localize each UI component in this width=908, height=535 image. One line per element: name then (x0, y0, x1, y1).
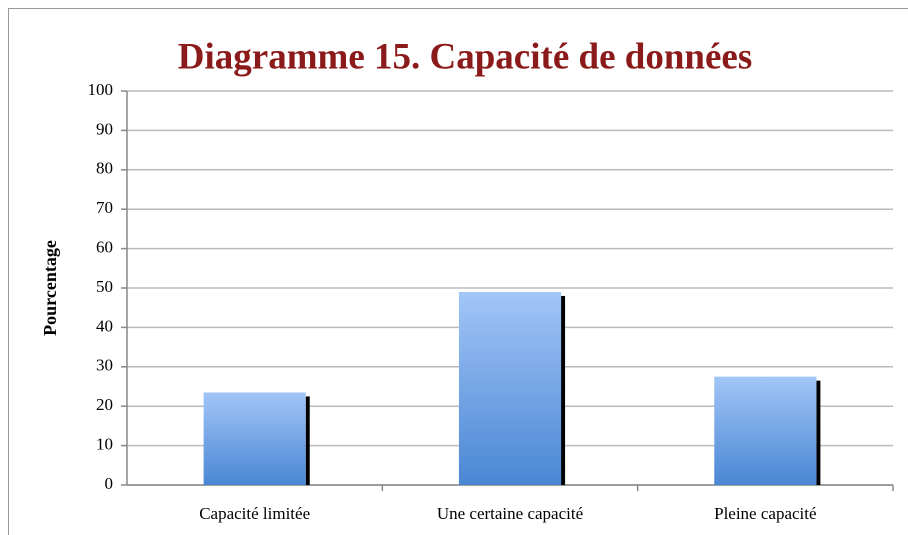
y-tick-label: 100 (88, 80, 114, 99)
y-tick-label: 30 (96, 356, 113, 375)
bar-shadow (561, 295, 566, 485)
bar-shadow (816, 380, 821, 485)
bar (714, 376, 817, 485)
y-tick-label: 20 (96, 395, 113, 414)
bar-shadow (305, 396, 310, 485)
y-tick-label: 70 (96, 198, 113, 217)
x-tick-label: Pleine capacité (714, 504, 816, 523)
bar (458, 291, 562, 485)
y-tick-label: 0 (105, 474, 114, 493)
x-tick-label: Une certaine capacité (437, 504, 583, 523)
chart-title: Diagramme 15. Capacité de données (178, 36, 752, 77)
y-tick-label: 60 (96, 238, 113, 257)
y-tick-label: 50 (96, 277, 113, 296)
y-tick-label: 90 (96, 119, 113, 138)
frame (8, 8, 908, 535)
y-tick-label: 80 (96, 159, 113, 178)
x-tick-label: Capacité limitée (199, 504, 310, 523)
bar (203, 392, 306, 485)
y-tick-label: 10 (96, 435, 113, 454)
y-tick-label: 40 (96, 316, 113, 335)
y-axis-label: Pourcentage (40, 240, 60, 336)
